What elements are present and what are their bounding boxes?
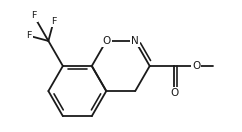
Text: O: O <box>170 88 178 98</box>
Text: O: O <box>102 36 110 46</box>
Text: N: N <box>131 36 139 46</box>
Text: F: F <box>26 31 31 40</box>
Text: O: O <box>192 61 200 71</box>
Text: F: F <box>51 17 56 26</box>
Text: F: F <box>31 11 37 20</box>
